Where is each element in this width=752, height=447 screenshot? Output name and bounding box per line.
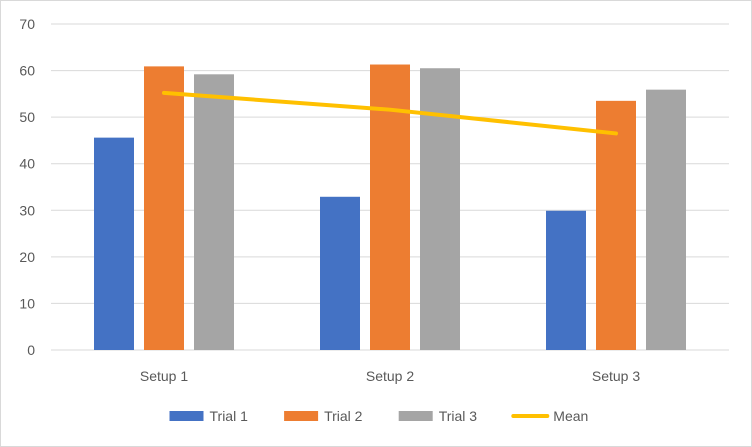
mean-line-group	[162, 90, 618, 136]
y-tick-label: 10	[19, 295, 35, 311]
legend-label: Mean	[553, 408, 588, 424]
legend-item-trial-2: Trial 2	[284, 408, 363, 424]
y-tick-label: 60	[19, 63, 35, 79]
x-category-label: Setup 3	[592, 368, 640, 384]
legend-swatch	[398, 411, 433, 421]
legend-swatch	[169, 411, 204, 421]
y-tick-label: 40	[19, 156, 35, 172]
legend-swatch	[284, 411, 319, 421]
legend-label: Trial 3	[439, 408, 478, 424]
bar-trial-3-setup-3	[646, 89, 686, 350]
bar-trial-1-setup-3	[546, 210, 586, 350]
x-category-label: Setup 1	[140, 368, 188, 384]
legend-label: Trial 2	[324, 408, 363, 424]
y-tick-label: 20	[19, 249, 35, 265]
y-tick-label: 0	[27, 342, 35, 358]
legend: Trial 1 Trial 2 Trial 3 Mean	[169, 408, 588, 424]
x-axis-labels: Setup 1 Setup 2 Setup 3	[140, 368, 640, 384]
x-category-label: Setup 2	[366, 368, 414, 384]
bar-trial-2-setup-1	[144, 66, 184, 350]
y-tick-label: 70	[19, 16, 35, 32]
y-tick-label: 50	[19, 109, 35, 125]
bars	[94, 64, 686, 350]
bar-trial-3-setup-1	[194, 74, 234, 350]
bar-trial-3-setup-2	[420, 68, 460, 350]
y-axis-ticks: 0 10 20 30 40 50 60 70	[19, 16, 35, 358]
bar-trial-1-setup-2	[320, 196, 360, 350]
legend-item-mean: Mean	[511, 408, 588, 424]
legend-item-trial-1: Trial 1	[169, 408, 249, 424]
legend-item-trial-3: Trial 3	[398, 408, 478, 424]
bar-trial-1-setup-1	[94, 137, 134, 350]
bar-trial-2-setup-3	[596, 100, 636, 350]
y-tick-label: 30	[19, 202, 35, 218]
legend-label: Trial 1	[210, 408, 249, 424]
